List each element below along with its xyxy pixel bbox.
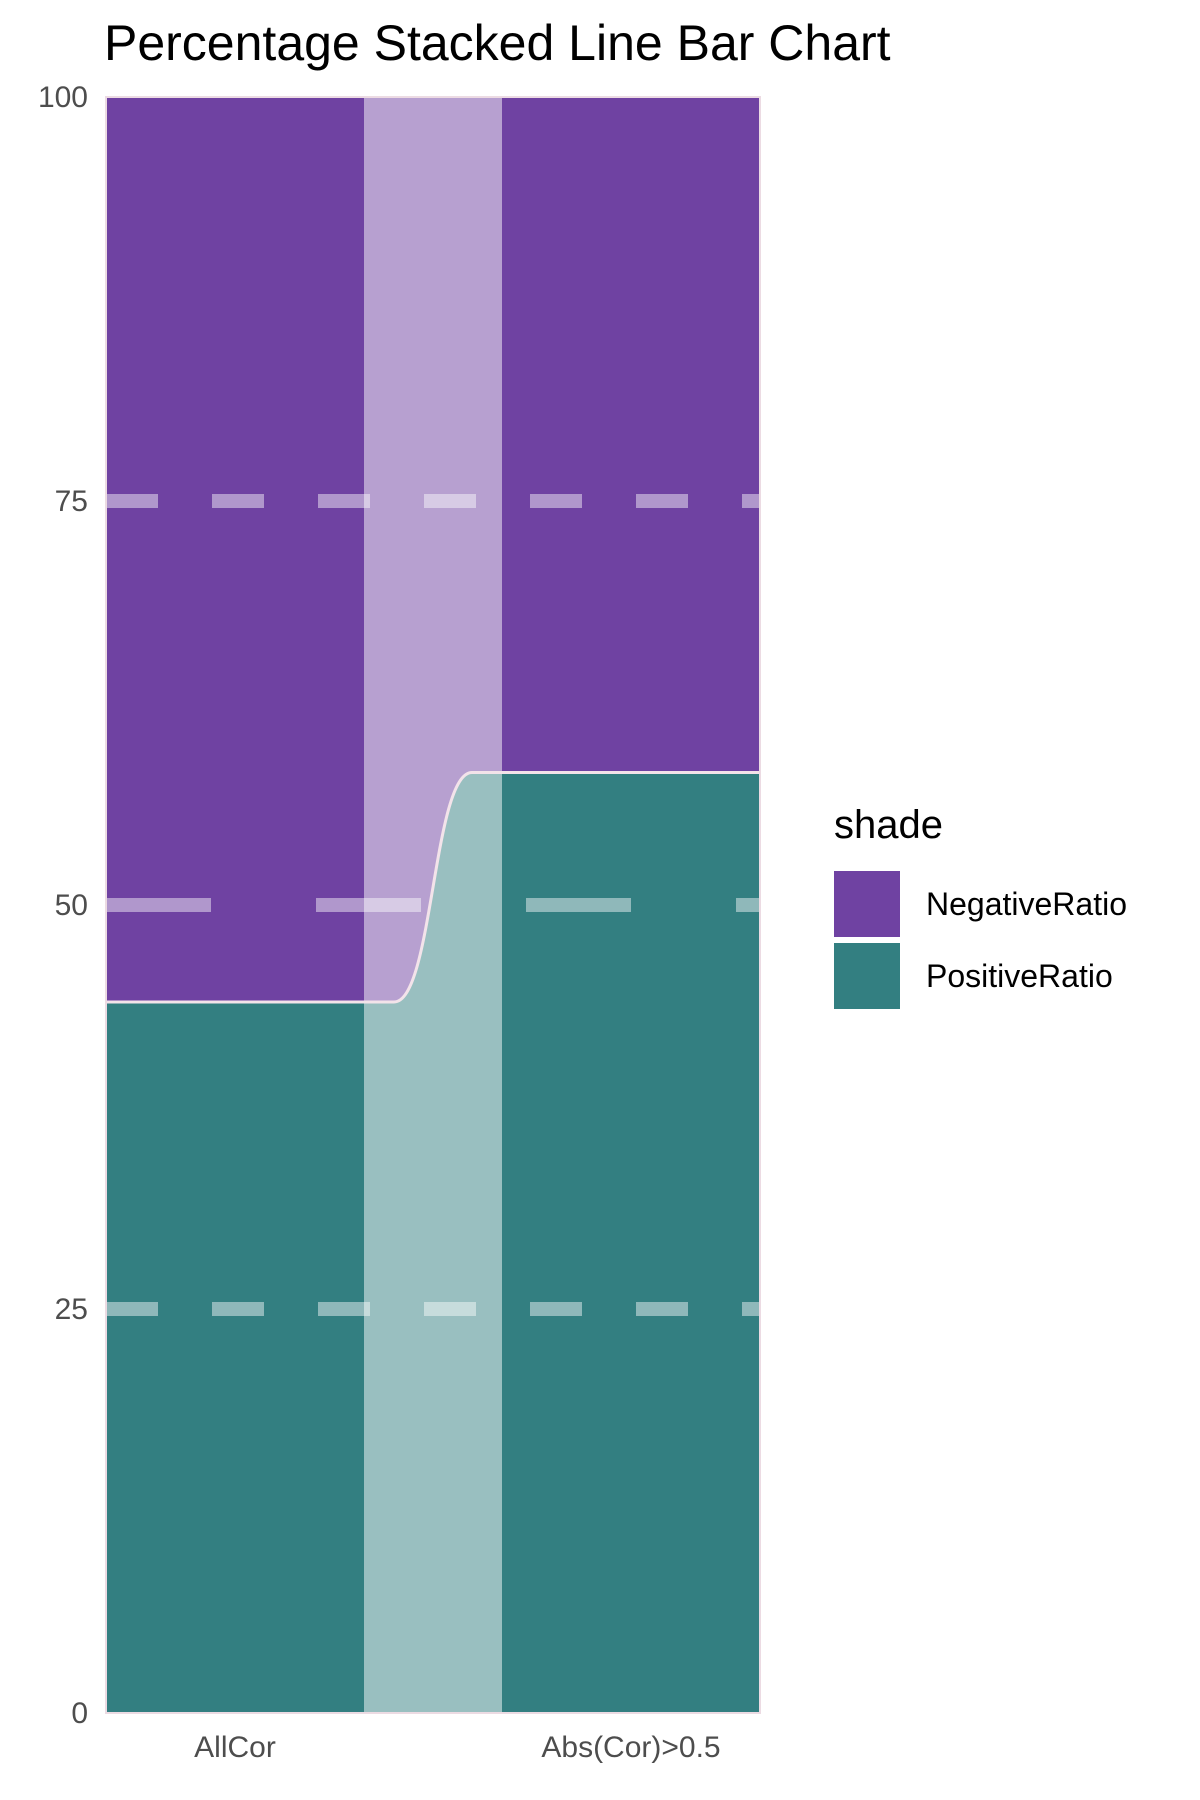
y-tick-label: 75 — [55, 485, 88, 518]
y-tick-label: 50 — [55, 889, 88, 922]
legend: shade NegativeRatio PositiveRatio — [834, 803, 1127, 1009]
y-tick-label: 25 — [55, 1293, 88, 1326]
legend-label-negative: NegativeRatio — [926, 886, 1127, 922]
x-tick-label: AllCor — [194, 1731, 276, 1764]
legend-swatch-negative — [834, 871, 900, 937]
gap-area-negative — [364, 97, 502, 1002]
gap-area-positive — [364, 772, 502, 1713]
y-tick-label: 0 — [71, 1697, 88, 1730]
legend-swatch-positive — [834, 943, 900, 1009]
plot-frame — [105, 96, 761, 1714]
plot-area — [105, 96, 761, 1714]
legend-title: shade — [834, 803, 943, 847]
legend-label-positive: PositiveRatio — [926, 958, 1113, 994]
y-axis: 0 25 50 75 100 — [38, 81, 88, 1730]
x-tick-label: Abs(Cor)>0.5 — [541, 1731, 720, 1764]
bar-positive-0 — [106, 1001, 364, 1713]
y-tick-label: 100 — [38, 81, 88, 114]
bar-positive-1 — [502, 772, 760, 1713]
split-line — [106, 770, 760, 1004]
x-axis: AllCor Abs(Cor)>0.5 — [194, 1731, 720, 1764]
bar-negative-1 — [502, 97, 760, 773]
bar-negative-0 — [106, 97, 364, 1002]
chart-title: Percentage Stacked Line Bar Chart — [104, 15, 891, 71]
